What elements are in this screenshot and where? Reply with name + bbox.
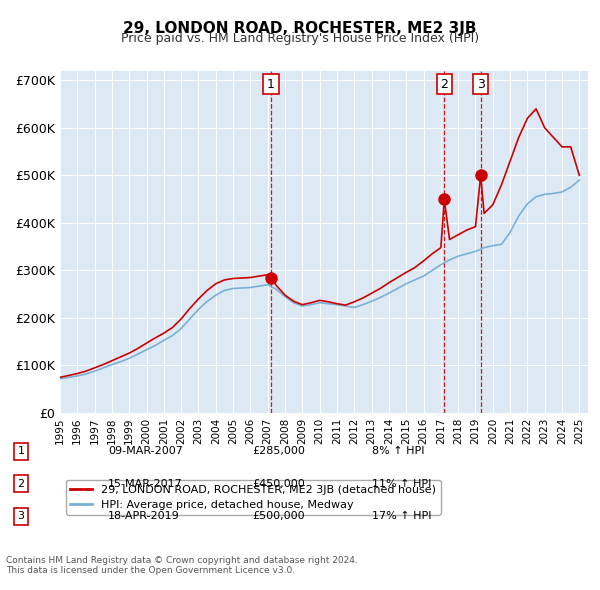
- Text: 2: 2: [17, 479, 25, 489]
- Text: 1: 1: [267, 78, 275, 91]
- Text: 3: 3: [17, 512, 25, 521]
- Text: £450,000: £450,000: [252, 479, 305, 489]
- Legend: 29, LONDON ROAD, ROCHESTER, ME2 3JB (detached house), HPI: Average price, detach: 29, LONDON ROAD, ROCHESTER, ME2 3JB (det…: [65, 480, 440, 514]
- Text: 18-APR-2019: 18-APR-2019: [108, 512, 180, 521]
- Text: £285,000: £285,000: [252, 447, 305, 456]
- Text: 09-MAR-2007: 09-MAR-2007: [108, 447, 183, 456]
- Text: 8% ↑ HPI: 8% ↑ HPI: [372, 447, 425, 456]
- Text: 3: 3: [477, 78, 485, 91]
- Text: 15-MAR-2017: 15-MAR-2017: [108, 479, 183, 489]
- Text: 1: 1: [17, 447, 25, 456]
- Text: Price paid vs. HM Land Registry's House Price Index (HPI): Price paid vs. HM Land Registry's House …: [121, 32, 479, 45]
- Text: 17% ↑ HPI: 17% ↑ HPI: [372, 512, 431, 521]
- Text: 11% ↑ HPI: 11% ↑ HPI: [372, 479, 431, 489]
- Text: 29, LONDON ROAD, ROCHESTER, ME2 3JB: 29, LONDON ROAD, ROCHESTER, ME2 3JB: [123, 21, 477, 35]
- Text: £500,000: £500,000: [252, 512, 305, 521]
- Text: 2: 2: [440, 78, 448, 91]
- Text: Contains HM Land Registry data © Crown copyright and database right 2024.
This d: Contains HM Land Registry data © Crown c…: [6, 556, 358, 575]
